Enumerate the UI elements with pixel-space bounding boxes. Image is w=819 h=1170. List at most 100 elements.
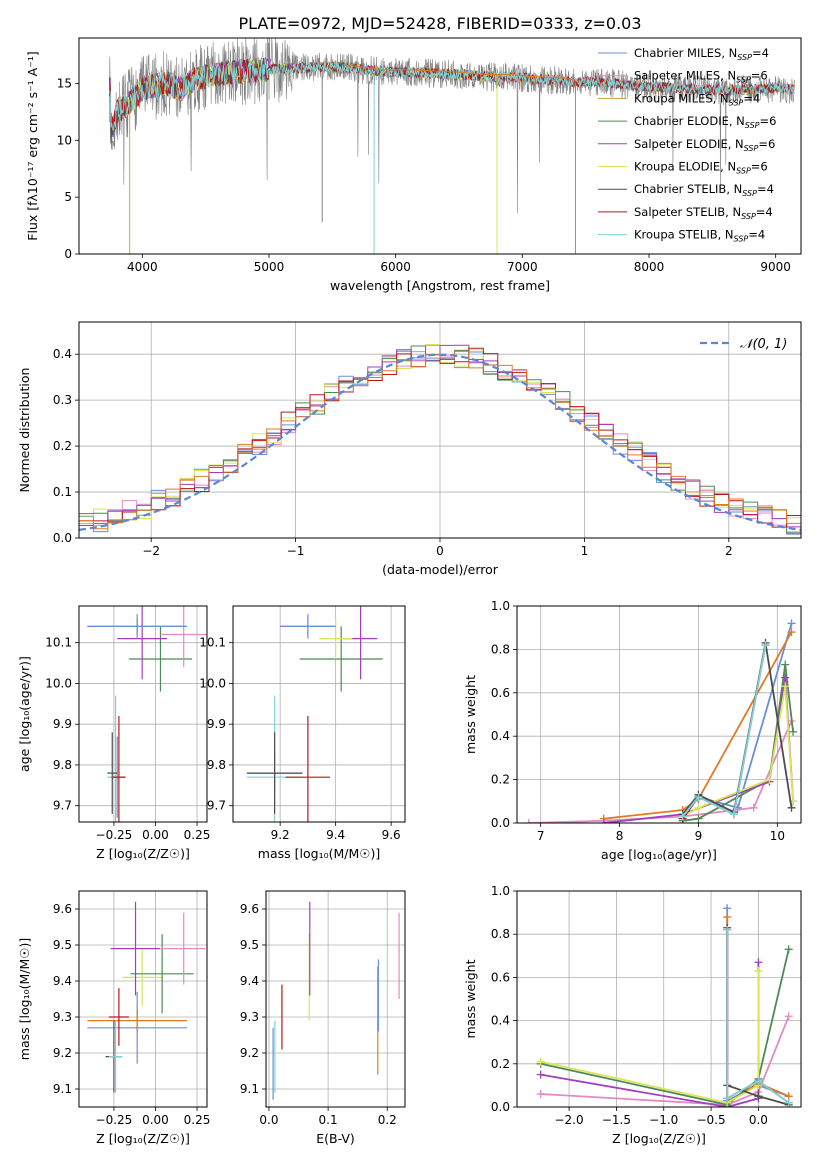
x-tick-label: 0.2 [378, 1113, 397, 1127]
grid-lines [266, 891, 405, 1107]
x-axis-label: Z [log₁₀(Z/Z☉)] [96, 1131, 190, 1146]
panel-spectrum: 4000 5000 6000 7000 8000 9000 0 5 10 15 wavelength… [25, 37, 802, 293]
y-tick-label: 0.6 [491, 970, 510, 984]
y-tick-label: 9.4 [53, 974, 72, 988]
legend-label: Salpeter MILES, NSSP=6 [634, 69, 768, 85]
weight-marker [754, 966, 763, 975]
plot-area [272, 901, 400, 1100]
y-tick-label: 9.6 [53, 902, 72, 916]
weight-marker [678, 812, 687, 821]
grid-lines [79, 606, 207, 822]
x-tick-label: 9000 [760, 260, 791, 274]
y-axis-label: Flux [fλ10⁻¹⁷ erg cm⁻² s⁻¹ A⁻¹] [25, 51, 40, 240]
plot-area [524, 619, 798, 823]
y-tick-label: 15 [57, 76, 72, 90]
legend: Chabrier MILES, NSSP=4 Salpeter MILES, NS… [598, 46, 776, 244]
panel-weight-vs-age: 7 8 9 10 0.0 0.2 0.4 0.6 0.8 1.0 age [log₁₀(age/yr… [463, 599, 802, 862]
weight-marker [781, 673, 790, 682]
panel-mass-vs-ebv: 0.0 0.1 0.2 9.1 9.2 9.3 9.4 9.5 9.6 E(B-V) [240, 890, 406, 1146]
weight-marker [754, 1092, 763, 1101]
legend-label: Kroupa ELODIE, NSSP=6 [634, 160, 768, 176]
weight-line [540, 1015, 790, 1106]
figure-title: PLATE=0972, MJD=52428, FIBERID=0333, z=0… [238, 14, 641, 33]
model-spectrum [109, 58, 795, 132]
y-tick-label: 10.0 [199, 676, 226, 690]
x-axis-label: age [log₁₀(age/yr)] [601, 847, 717, 862]
x-tick-label: 0.00 [142, 828, 169, 842]
weight-marker [694, 814, 703, 823]
x-tick-label: 9.6 [382, 828, 401, 842]
legend: 𝒩(0, 1) [700, 337, 787, 352]
weight-marker [723, 912, 732, 921]
histogram-step [79, 350, 801, 530]
y-tick-label: 0.8 [491, 642, 510, 656]
y-tick-label: 9.7 [53, 799, 72, 813]
axes-frame [516, 605, 802, 824]
weight-marker [729, 810, 738, 819]
axes-frame [78, 321, 802, 539]
plot-area [87, 901, 206, 1093]
y-tick-label: 10 [57, 133, 72, 147]
y-tick-label: 0.0 [491, 1100, 510, 1114]
x-tick-label: 4000 [127, 260, 158, 274]
x-tick-label: −1.0 [649, 1113, 678, 1127]
legend-label: Chabrier ELODIE, NSSP=6 [634, 114, 776, 130]
y-tick-label: 0.1 [53, 485, 72, 499]
weight-marker [524, 819, 533, 823]
x-tick-label: −0.25 [96, 828, 133, 842]
y-tick-label: 9.4 [240, 974, 259, 988]
y-tick-label: 9.1 [240, 1082, 259, 1096]
plot-area [536, 904, 793, 1107]
y-tick-label: 9.3 [53, 1010, 72, 1024]
x-tick-label: 7 [537, 829, 545, 843]
y-tick-label: 0.2 [53, 439, 72, 453]
x-tick-label: 0.25 [184, 1113, 211, 1127]
x-axis-label: Z [log₁₀(Z/Z☉)] [96, 846, 190, 861]
y-tick-label: 9.9 [53, 717, 72, 731]
panel-age-vs-mass: 9.2 9.4 9.6 9.7 9.8 9.9 10.0 10.1 mass [log₁₀(M/… [199, 605, 406, 861]
y-tick-label: 0.0 [491, 816, 510, 830]
plot-area [79, 344, 801, 535]
x-tick-label: −0.5 [696, 1113, 725, 1127]
weight-marker [765, 775, 774, 784]
weight-marker [754, 958, 763, 967]
x-tick-label: 0.1 [319, 1113, 338, 1127]
x-axis-label: Z [log₁₀(Z/Z☉)] [612, 1131, 706, 1146]
y-tick-label: 0.3 [53, 393, 72, 407]
x-tick-label: −1.5 [602, 1113, 631, 1127]
y-axis-label: mass weight [463, 959, 478, 1038]
y-tick-label: 10.0 [45, 676, 72, 690]
x-tick-label: 9.2 [271, 828, 290, 842]
y-tick-label: 9.7 [207, 799, 226, 813]
weight-marker [781, 660, 790, 669]
weight-marker [789, 727, 798, 736]
y-tick-label: 0.2 [491, 773, 510, 787]
grid-lines [79, 891, 207, 1107]
axes-frame [78, 605, 208, 823]
model-spectrum [344, 64, 576, 81]
weight-marker [754, 1077, 763, 1086]
weight-marker [694, 803, 703, 812]
weight-marker [787, 803, 796, 812]
y-tick-label: 0.2 [491, 1057, 510, 1071]
histogram-step [79, 347, 801, 528]
plot-area [108, 38, 795, 254]
y-tick-label: 1.0 [491, 599, 510, 613]
x-tick-label: 9 [695, 829, 703, 843]
x-tick-label: 5000 [254, 260, 285, 274]
x-tick-label: 2 [725, 544, 733, 558]
y-tick-label: 10.1 [45, 636, 72, 650]
weight-marker [761, 641, 770, 650]
axes-frame [78, 37, 802, 255]
y-tick-label: 9.5 [240, 938, 259, 952]
weight-line [540, 970, 760, 1104]
x-axis-label: (data-model)/error [382, 562, 499, 577]
x-tick-label: 8000 [634, 260, 665, 274]
legend-label: 𝒩(0, 1) [740, 337, 787, 352]
y-axis-label: mass [log₁₀(M/M☉)] [17, 938, 32, 1060]
weight-marker [784, 1098, 793, 1107]
y-tick-label: 0.4 [491, 1014, 510, 1028]
y-tick-label: 0.4 [53, 347, 72, 361]
x-tick-label: 10 [770, 829, 785, 843]
